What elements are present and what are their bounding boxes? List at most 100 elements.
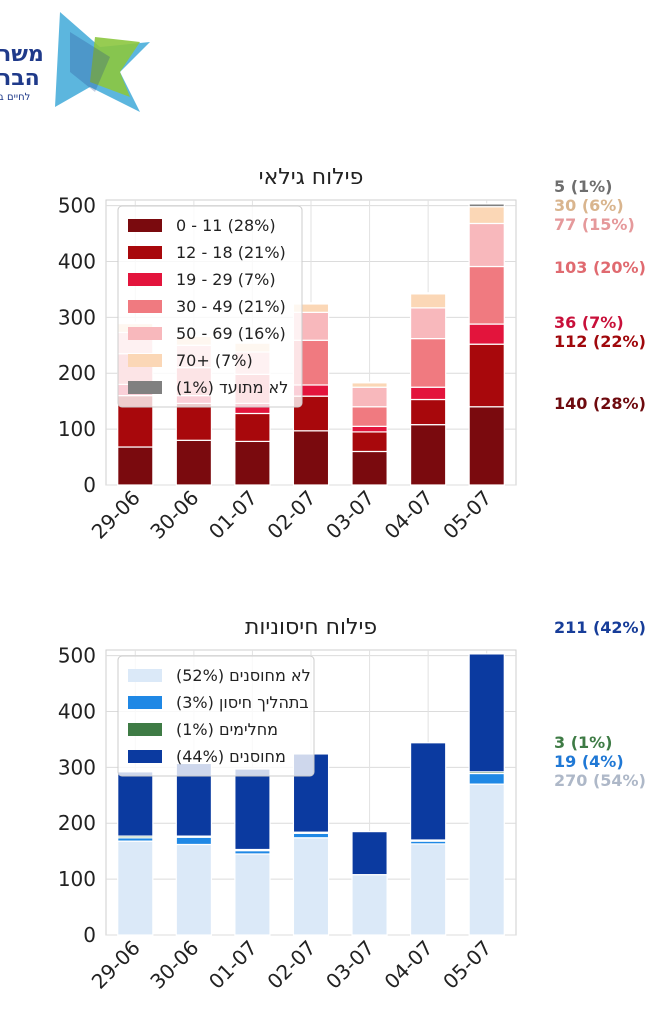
age-legend-swatch (128, 219, 162, 232)
age-bar-segment-05-07-s2 (468, 323, 505, 345)
age-bar-segment-05-07-s3 (468, 265, 505, 325)
age-side-label: 30 (6%) (554, 196, 624, 215)
age-bar-segment-05-07-s6 (468, 203, 505, 208)
immunity-y-tick-label: 200 (58, 811, 96, 835)
age-bar-segment-02-07-s0 (292, 430, 330, 486)
age-bar-segment-30-06-s1 (175, 402, 213, 441)
age-y-tick-label: 0 (83, 473, 96, 497)
age-bar-segment-04-07-s5 (409, 293, 447, 309)
immunity-bar-segment-30-06-s0 (175, 843, 213, 936)
age-bar-segment-04-07-s3 (409, 337, 447, 388)
immunity-bar-segment-29-06-s0 (117, 840, 154, 936)
immunity-bar-segment-29-06-s3 (117, 771, 154, 837)
immunity-x-tick-label: 01-07 (204, 936, 262, 994)
age-bar-segment-01-07-s1 (234, 412, 271, 443)
immunity-y-tick-label: 0 (83, 923, 96, 947)
logo-text-line2: הבר (0, 66, 40, 91)
age-legend-entry: לא מתועד (1%) (176, 378, 288, 397)
immunity-x-tick-label: 03-07 (321, 936, 379, 994)
immunity-bar-segment-04-07-s3 (409, 742, 447, 841)
ministry-logo: משר הבר לחיים ב (0, 12, 160, 112)
age-legend-swatch (128, 273, 162, 286)
age-bar-segment-03-07-s4 (351, 386, 388, 408)
immunity-x-tick-label: 30-06 (145, 936, 203, 994)
immunity-legend-entry: מחוסנים (44%) (176, 747, 286, 766)
age-bar-segment-05-07-s1 (468, 343, 505, 408)
immunity-bar-segment-05-07-s3 (468, 653, 505, 773)
age-legend-entry: 30 - 49 (21%) (176, 297, 286, 316)
age-x-tick-label: 02-07 (262, 486, 320, 544)
age-x-tick-label: 01-07 (204, 486, 262, 544)
immunity-y-tick-label: 500 (58, 644, 96, 668)
age-legend-entry: 70+ (7%) (176, 351, 253, 370)
age-bar-segment-03-07-s1 (351, 431, 388, 453)
immunity-bar-segment-05-07-s1 (468, 772, 505, 785)
age-y-tick-label: 500 (58, 194, 96, 218)
immunity-y-tick-label: 400 (58, 699, 96, 723)
immunity-bar-segment-01-07-s3 (234, 768, 271, 851)
age-legend-entry: 19 - 29 (7%) (176, 270, 276, 289)
age-side-label: 77 (15%) (554, 215, 635, 234)
age-bar-segment-03-07-s2 (351, 425, 388, 433)
age-bar-segment-04-07-s2 (409, 386, 447, 401)
immunity-bar-segment-03-07-s0 (351, 874, 388, 936)
age-bar-segment-05-07-s0 (468, 406, 505, 486)
age-y-tick-label: 300 (58, 305, 96, 329)
age-side-label: 36 (7%) (554, 313, 624, 332)
immunity-bar-segment-30-06-s1 (175, 836, 213, 846)
age-y-tick-label: 200 (58, 361, 96, 385)
immunity-chart-title: פילוח חיסוניות (245, 615, 377, 640)
age-x-tick-label: 03-07 (321, 486, 379, 544)
immunity-legend-entry: לא מחוסנים (52%) (176, 666, 311, 685)
immunity-bar-segment-02-07-s1 (292, 832, 330, 839)
age-bar-segment-04-07-s4 (409, 307, 447, 340)
immunity-legend-swatch (128, 750, 162, 763)
age-legend-swatch (128, 381, 162, 394)
age-bar-segment-29-06-s0 (117, 446, 154, 486)
age-x-tick-label: 05-07 (438, 486, 496, 544)
age-legend-swatch (128, 354, 162, 367)
age-bar-segment-03-07-s6 (351, 381, 388, 384)
age-legend-swatch (128, 300, 162, 313)
age-y-tick-label: 100 (58, 417, 96, 441)
immunity-x-tick-label: 04-07 (380, 936, 438, 994)
age-chart-title: פילוח גילאי (259, 165, 364, 190)
immunity-bar-segment-03-07-s3 (351, 831, 388, 876)
logo-star-icon (55, 12, 150, 112)
age-bar-segment-03-07-s0 (351, 450, 388, 486)
immunity-bar-segment-04-07-s0 (409, 843, 447, 936)
immunity-legend-swatch (128, 696, 162, 709)
immunity-legend (117, 655, 315, 777)
immunity-y-tick-label: 100 (58, 867, 96, 891)
logo-text-line1: משר (0, 42, 44, 67)
immunity-legend-swatch (128, 723, 162, 736)
immunity-side-label: 3 (1%) (554, 733, 613, 752)
age-legend-entry: 12 - 18 (21%) (176, 243, 286, 262)
age-x-tick-label: 30-06 (145, 486, 203, 544)
age-bar-segment-05-07-s5 (468, 206, 505, 225)
age-bar-segment-04-07-s0 (409, 424, 447, 486)
immunity-y-tick-label: 300 (58, 755, 96, 779)
age-side-label: 112 (22%) (554, 332, 646, 351)
immunity-side-label: 19 (4%) (554, 752, 624, 771)
age-bar-segment-03-07-s3 (351, 406, 388, 427)
age-bar-segment-04-07-s1 (409, 398, 447, 426)
age-legend (117, 205, 303, 408)
age-bar-segment-03-07-s5 (351, 382, 388, 388)
immunity-x-tick-label: 05-07 (438, 936, 496, 994)
age-bar-segment-30-06-s0 (175, 439, 213, 486)
immunity-x-tick-label: 02-07 (262, 936, 320, 994)
immunity-legend-entry: בתהליך חיסון (3%) (176, 693, 309, 712)
age-side-label: 5 (1%) (554, 177, 613, 196)
immunity-bar-segment-05-07-s0 (468, 783, 505, 936)
age-side-label: 140 (28%) (554, 394, 646, 413)
age-legend-swatch (128, 327, 162, 340)
age-bar-segment-05-07-s4 (468, 222, 505, 268)
logo-text-line3: לחיים ב (0, 92, 31, 103)
immunity-side-label: 211 (42%) (554, 618, 646, 637)
age-side-label: 103 (20%) (554, 258, 646, 277)
age-legend-entry: 50 - 69 (16%) (176, 324, 286, 343)
age-legend-entry: 0 - 11 (28%) (176, 216, 276, 235)
